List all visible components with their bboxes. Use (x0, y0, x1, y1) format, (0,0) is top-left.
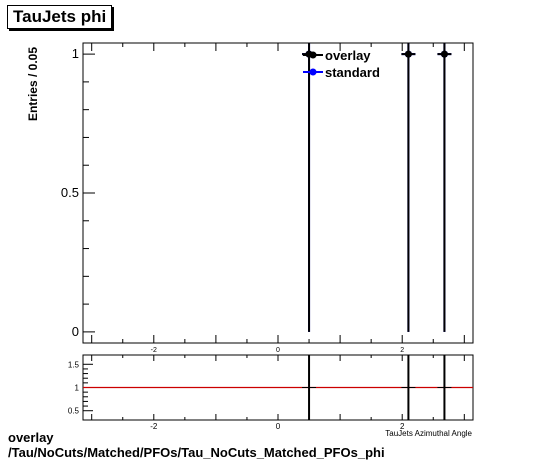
ratio-data-points (302, 355, 452, 420)
legend-label: overlay (325, 48, 371, 63)
main-plot-frame (82, 42, 474, 344)
main-x-tick-label: 2 (400, 347, 404, 354)
x-tick-label: 0 (276, 422, 281, 431)
main-x-tick-label: -2 (151, 347, 157, 354)
y-tick-label: 0.5 (61, 185, 79, 200)
y-tick-label: 1 (72, 46, 79, 61)
footer-label: overlay (8, 430, 54, 445)
chart-title: TauJets phi (7, 5, 113, 29)
x-tick-label: 2 (400, 422, 405, 431)
legend-label: standard (325, 65, 380, 80)
main-x-axis: -2 0 2 (91, 43, 465, 354)
main-data-points (302, 43, 452, 332)
ratio-y-tick-label: 0.5 (68, 407, 80, 416)
x-tick-label: -2 (150, 422, 158, 431)
main-y-axis: 00.51 (61, 46, 95, 339)
legend-marker (309, 68, 317, 76)
footer-path: /Tau/NoCuts/Matched/PFOs/Tau_NoCuts_Matc… (8, 445, 385, 460)
legend-marker (309, 51, 317, 59)
ratio-y-tick-label: 1 (75, 384, 80, 393)
ratio-x-axis: -2 0 2 (91, 355, 465, 431)
main-x-tick-label: 0 (276, 347, 280, 354)
y-tick-label: 0 (72, 324, 79, 339)
ratio-y-tick-label: 1.5 (68, 360, 80, 369)
legend: overlay standard (303, 48, 380, 80)
data-point (440, 50, 448, 58)
x-axis-label: TauJets Azimuthal Angle (385, 429, 472, 438)
data-point (404, 50, 412, 58)
